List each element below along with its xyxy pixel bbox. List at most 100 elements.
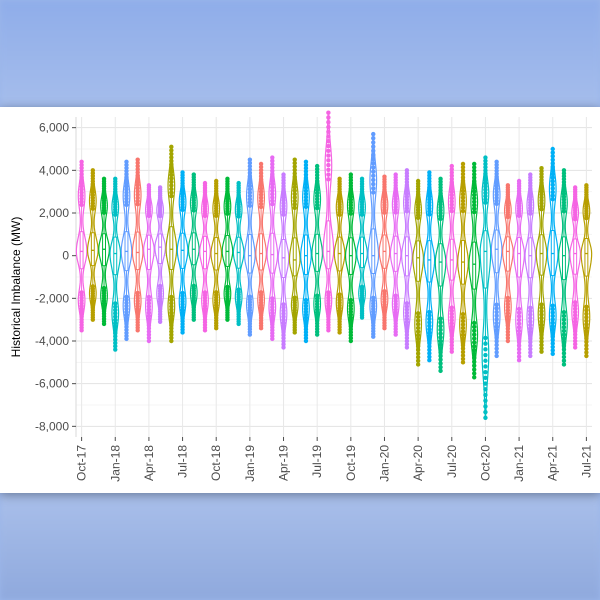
violin-jun-20 [434, 176, 447, 374]
outlier-point [572, 332, 578, 337]
outlier-point [449, 349, 454, 354]
outlier-point [303, 172, 309, 177]
violin-oct-19 [344, 172, 357, 344]
outlier-point [528, 315, 533, 321]
outlier-point [528, 329, 533, 335]
outlier-point [460, 318, 466, 324]
outlier-point [214, 326, 219, 331]
violin-jul-19 [311, 163, 324, 337]
outlier-point [169, 297, 174, 303]
outlier-point [124, 190, 129, 195]
outlier-point [472, 367, 477, 372]
outlier-point [415, 318, 421, 323]
outlier-point [303, 188, 309, 193]
outlier-point [561, 313, 567, 319]
outlier-point [505, 323, 511, 328]
outlier-point [449, 179, 454, 185]
violin-box [494, 229, 499, 274]
outlier-point [79, 162, 84, 168]
outlier-point [550, 161, 555, 166]
outlier-point [415, 354, 421, 360]
outlier-point [483, 200, 488, 205]
outlier-point [550, 196, 555, 202]
violin-nov-18 [221, 176, 234, 322]
outlier-point [180, 170, 185, 175]
y-axis-ticks: -8,000 -6,000 -4,000 -2,000 0 2,000 4,000 6,000 [35, 121, 76, 433]
outlier-point [169, 193, 174, 199]
violin-dec-19 [367, 131, 380, 339]
outlier-point [247, 167, 253, 172]
outlier-point [460, 185, 466, 190]
outlier-point [494, 324, 499, 329]
outlier-point [79, 178, 84, 183]
outlier-point [516, 343, 522, 348]
outlier-point [472, 355, 477, 361]
outlier-point [427, 313, 432, 318]
outlier-point [326, 158, 331, 163]
outlier-point [326, 120, 331, 125]
outlier-point [550, 341, 555, 346]
outlier-point [415, 343, 421, 349]
outlier-point [270, 171, 275, 177]
violin-sep-19 [333, 176, 346, 335]
outlier-point [427, 344, 432, 349]
outlier-point [472, 351, 477, 357]
outlier-point [550, 189, 555, 195]
outlier-point [146, 310, 152, 315]
violin-chart: -8,000 -6,000 -4,000 -2,000 0 2,000 4,000 6,000… [9, 110, 593, 482]
outlier-point [169, 169, 174, 174]
outlier-point [124, 187, 129, 192]
outlier-point [146, 326, 152, 331]
x-tick-label: Apr-18 [142, 445, 156, 481]
outlier-point [326, 115, 331, 120]
x-tick-label: Apr-21 [546, 445, 560, 481]
outlier-point [281, 305, 286, 310]
violin-box [404, 236, 409, 277]
violin-box [416, 240, 421, 282]
x-tick-label: Jan-20 [377, 445, 391, 482]
outlier-point [472, 340, 477, 345]
outlier-point [561, 336, 567, 341]
x-tick-label: Apr-20 [411, 445, 425, 481]
outlier-point [550, 313, 555, 319]
outlier-point [270, 155, 275, 160]
outlier-point [550, 348, 555, 353]
violin-jan-21 [513, 178, 525, 363]
outlier-point [516, 339, 522, 345]
outlier-point [449, 189, 454, 195]
outlier-point [236, 180, 241, 186]
outlier-point [404, 320, 410, 325]
outlier-point [561, 358, 567, 363]
outlier-point [303, 162, 309, 168]
outlier-point [494, 331, 499, 337]
outlier-point [371, 144, 376, 149]
outlier-point [460, 322, 466, 327]
outlier-point [561, 310, 567, 315]
outlier-point [472, 165, 477, 170]
outlier-point [270, 158, 275, 164]
violin-apr-18 [143, 183, 155, 344]
outlier-point [472, 347, 477, 353]
outlier-point [359, 315, 365, 320]
outlier-point [371, 161, 376, 166]
outlier-point [472, 199, 477, 204]
outlier-point [550, 168, 555, 173]
outlier-point [528, 309, 533, 314]
outlier-point [382, 326, 387, 331]
violin-apr-21 [546, 146, 559, 356]
outlier-point [561, 343, 567, 349]
violin-sep-20 [468, 161, 481, 380]
outlier-point [550, 306, 555, 312]
outlier-point [281, 339, 286, 344]
outlier-point [550, 317, 555, 322]
outlier-point [483, 164, 488, 170]
outlier-point [79, 174, 84, 180]
outlier-point [516, 317, 522, 323]
outlier-point [584, 304, 589, 309]
outlier-point [516, 336, 522, 341]
outlier-point [258, 204, 264, 210]
outlier-point [539, 302, 544, 307]
outlier-point [113, 176, 118, 182]
outlier-point [427, 320, 432, 325]
outlier-point [169, 183, 174, 188]
